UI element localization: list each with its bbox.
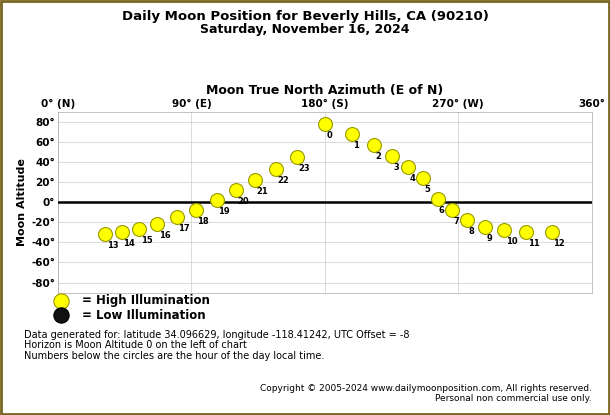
Text: 5: 5	[424, 185, 430, 194]
Text: 11: 11	[528, 239, 540, 249]
Text: Data generated for: latitude 34.096629, longitude -118.41242, UTC Offset = -8: Data generated for: latitude 34.096629, …	[24, 330, 410, 340]
Text: = Low Illumination: = Low Illumination	[82, 309, 206, 322]
Text: 10: 10	[506, 237, 517, 247]
Text: 18: 18	[197, 217, 209, 226]
Text: 9: 9	[486, 234, 492, 244]
Y-axis label: Moon Altitude: Moon Altitude	[17, 159, 27, 246]
Text: 20: 20	[237, 197, 249, 206]
Text: 15: 15	[141, 237, 152, 245]
Text: Horizon is Moon Altitude 0 on the left of chart: Horizon is Moon Altitude 0 on the left o…	[24, 340, 247, 350]
Text: 4: 4	[409, 174, 415, 183]
Text: 2: 2	[375, 152, 381, 161]
Text: 0: 0	[326, 131, 332, 140]
Text: = High Illumination: = High Illumination	[82, 294, 210, 308]
Text: 12: 12	[553, 239, 565, 249]
Text: Numbers below the circles are the hour of the day local time.: Numbers below the circles are the hour o…	[24, 351, 325, 361]
Text: 22: 22	[278, 176, 289, 185]
Text: 19: 19	[218, 208, 230, 216]
Text: 8: 8	[468, 227, 475, 237]
Text: 1: 1	[353, 141, 359, 150]
Text: Saturday, November 16, 2024: Saturday, November 16, 2024	[200, 23, 410, 36]
Text: 6: 6	[439, 206, 445, 215]
Text: Daily Moon Position for Beverly Hills, CA (90210): Daily Moon Position for Beverly Hills, C…	[121, 10, 489, 23]
Text: Copyright © 2005-2024 www.dailymoonposition.com, All rights reserved.: Copyright © 2005-2024 www.dailymoonposit…	[260, 384, 592, 393]
Text: 21: 21	[257, 187, 268, 196]
X-axis label: Moon True North Azimuth (E of N): Moon True North Azimuth (E of N)	[206, 84, 443, 97]
Text: 17: 17	[178, 225, 190, 233]
Text: Personal non commercial use only.: Personal non commercial use only.	[435, 394, 592, 403]
Text: 13: 13	[107, 242, 118, 250]
Text: 23: 23	[298, 164, 310, 173]
Text: 16: 16	[159, 232, 171, 240]
Text: 7: 7	[454, 217, 459, 226]
Text: 3: 3	[393, 163, 399, 172]
Text: 14: 14	[123, 239, 135, 249]
